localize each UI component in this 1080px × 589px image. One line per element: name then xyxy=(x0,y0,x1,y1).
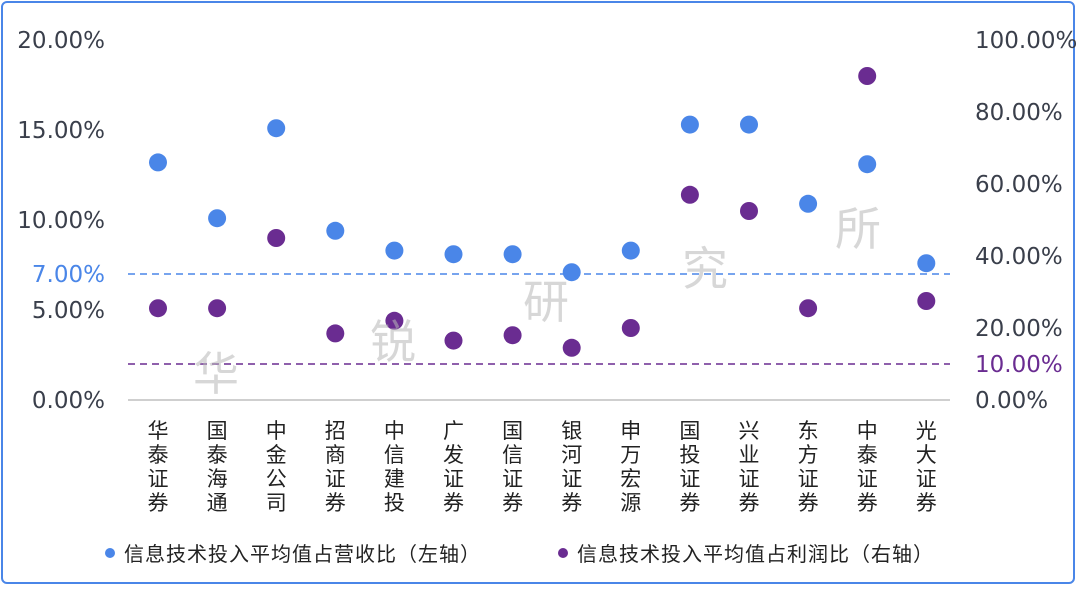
legend-marker xyxy=(105,548,115,558)
category-labels: 华泰证券 国泰海通 中金公司 招商证券 中信建投 广发证券 国信证券 银河证券 申万宏源 国投证券… xyxy=(148,419,937,515)
profit-ratio-point xyxy=(267,229,286,247)
revenue-ratio-point xyxy=(385,241,404,260)
profit-ratio-point xyxy=(799,299,818,318)
legend-label: 信息技术投入平均值占利润比（右轴） xyxy=(577,542,934,566)
revenue-ratio-point xyxy=(208,209,227,228)
reference-label: 10.00% xyxy=(975,352,1063,378)
profit-ratio-point xyxy=(680,185,699,204)
watermark-char: 研 xyxy=(523,275,569,329)
revenue-ratio-point xyxy=(799,194,818,213)
category-label: 国信证券 xyxy=(502,419,523,515)
right-tick-label: 0.00% xyxy=(975,388,1048,414)
profit-ratio-point xyxy=(562,338,581,357)
category-label: 中金公司 xyxy=(266,419,287,515)
profit-ratio-point xyxy=(740,202,758,220)
right-tick-label: 20.00% xyxy=(975,316,1063,342)
profit-ratio-point xyxy=(444,331,463,350)
right-tick-label: 100.00% xyxy=(975,28,1076,54)
revenue-ratio-point xyxy=(562,263,581,282)
revenue-ratio-point xyxy=(917,254,936,273)
left-tick-label: 15.00% xyxy=(17,118,105,144)
profit-ratio-point xyxy=(385,311,404,330)
legend: 信息技术投入平均值占营收比（左轴） 信息技术投入平均值占利润比（右轴） xyxy=(105,542,934,566)
watermark-char: 锐 xyxy=(370,315,416,369)
right-tick-label: 60.00% xyxy=(975,172,1063,198)
reference-label: 7.00% xyxy=(32,262,105,288)
watermark-char: 究 xyxy=(682,242,728,296)
watermark: 华 锐 研 究 所 xyxy=(193,202,881,401)
reference-lines: 7.00% 10.00% xyxy=(32,262,1063,378)
revenue-ratio-point xyxy=(149,153,167,172)
category-label: 中信建投 xyxy=(384,419,405,515)
profit-ratio-point xyxy=(858,67,877,85)
right-tick-label: 80.00% xyxy=(975,100,1063,126)
legend-label: 信息技术投入平均值占营收比（左轴） xyxy=(124,542,481,566)
category-label: 兴业证券 xyxy=(739,419,760,515)
profit-ratio-point xyxy=(149,299,167,318)
left-tick-label: 10.00% xyxy=(17,208,105,234)
category-label: 华泰证券 xyxy=(148,419,169,515)
profit-ratio-point xyxy=(208,299,227,318)
watermark-char: 所 xyxy=(835,202,881,256)
left-tick-label: 20.00% xyxy=(17,28,105,54)
revenue-ratio-point xyxy=(444,245,463,264)
revenue-ratio-point xyxy=(680,115,699,134)
left-tick-label: 0.00% xyxy=(32,388,105,414)
revenue-ratio-point xyxy=(503,245,522,264)
category-label: 银河证券 xyxy=(561,419,582,515)
category-label: 申万宏源 xyxy=(620,419,641,515)
category-label: 国泰海通 xyxy=(207,419,228,515)
category-label: 东方证券 xyxy=(798,419,819,515)
right-tick-label: 40.00% xyxy=(975,244,1063,270)
revenue-ratio-point xyxy=(740,115,758,134)
profit-ratio-point xyxy=(621,319,640,337)
watermark-char: 华 xyxy=(193,347,239,401)
revenue-ratio-point xyxy=(326,221,345,240)
category-label: 光大证券 xyxy=(916,419,937,515)
data-points xyxy=(149,67,936,357)
revenue-ratio-point xyxy=(267,119,286,138)
category-label: 国投证券 xyxy=(679,419,700,515)
category-label: 招商证券 xyxy=(325,419,346,515)
revenue-ratio-point xyxy=(858,155,877,174)
category-label: 广发证券 xyxy=(443,419,464,515)
tick-labels: 0.00% 5.00% 10.00% 15.00% 20.00% 0.00% 20.00% 4… xyxy=(17,28,1076,414)
profit-ratio-point xyxy=(917,292,936,310)
legend-marker xyxy=(558,548,568,558)
profit-ratio-point xyxy=(503,326,522,345)
profit-ratio-point xyxy=(326,324,345,343)
category-label: 中泰证券 xyxy=(857,419,878,515)
revenue-ratio-point xyxy=(621,241,640,260)
left-tick-label: 5.00% xyxy=(32,298,105,324)
